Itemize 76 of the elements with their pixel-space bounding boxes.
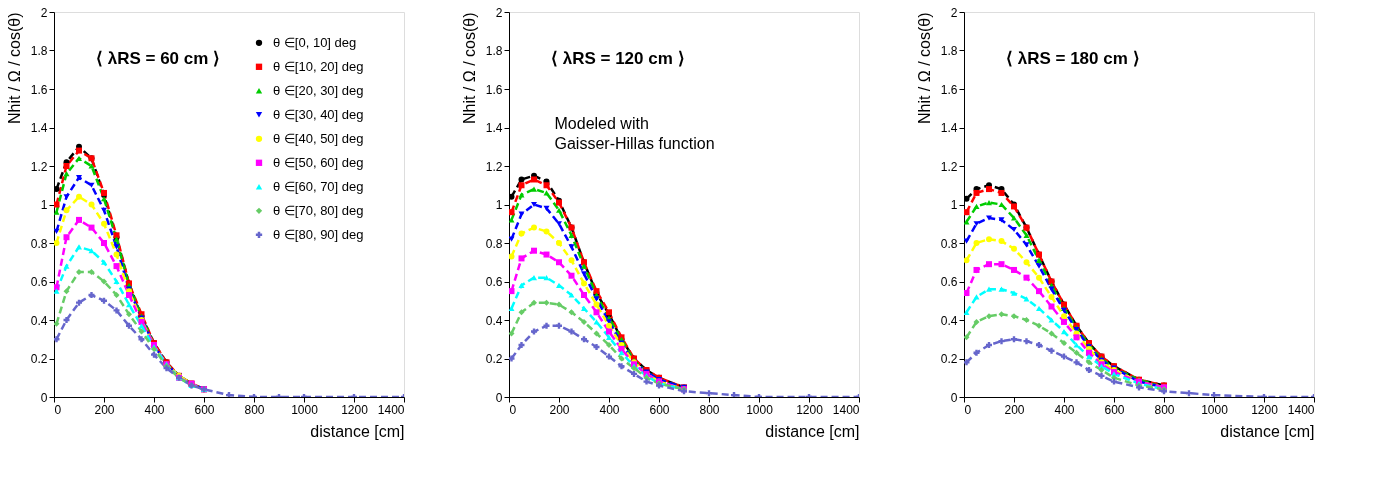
x-tick-label: 600 — [194, 402, 215, 417]
y-tick-label: 2 — [495, 5, 503, 20]
x-tick-label: 1000 — [291, 402, 319, 417]
y-tick-label: 1.4 — [30, 121, 48, 135]
y-tick-label: 0 — [495, 390, 503, 405]
x-axis-title: distance [cm] — [1220, 422, 1315, 440]
x-tick-label: 400 — [144, 402, 165, 417]
x-tick-label: 800 — [244, 402, 265, 417]
y-tick-label: 1.8 — [30, 44, 48, 58]
annotation: Modeled with Gaisser-Hillas function — [554, 114, 715, 152]
x-tick-label: 200 — [1004, 402, 1025, 417]
y-tick-label: 0 — [40, 390, 48, 405]
y-tick-label: 0.8 — [485, 236, 503, 251]
y-tick-label: 2 — [950, 5, 958, 20]
y-tick-label: 1 — [495, 198, 503, 212]
x-tick-label: 0 — [964, 402, 972, 417]
x-tick-label: 800 — [1154, 402, 1175, 417]
legend-label: θ ∈[50, 60] deg — [273, 154, 364, 170]
x-tick-label: 1000 — [746, 402, 774, 417]
x-tick-label: 800 — [699, 402, 720, 417]
y-tick-label: 1.4 — [940, 121, 958, 135]
y-tick-label: 0.4 — [30, 313, 48, 328]
y-axis-title: Nhit / Ω / cos(θ) — [460, 12, 478, 125]
x-tick-label: 1400 — [1287, 402, 1315, 417]
legend-label: θ ∈[80, 90] deg — [273, 226, 364, 242]
y-tick-label: 0.4 — [940, 313, 958, 328]
y-tick-label: 1.4 — [485, 121, 503, 135]
y-axis-title: Nhit / Ω / cos(θ) — [5, 12, 23, 125]
legend-label: θ ∈[70, 80] deg — [273, 202, 364, 218]
legend-label: θ ∈[10, 20] deg — [273, 58, 364, 74]
y-tick-label: 0.2 — [485, 352, 503, 366]
y-tick-label: 0 — [950, 390, 958, 405]
y-tick-label: 1.2 — [940, 159, 958, 174]
x-tick-label: 600 — [1104, 402, 1125, 417]
legend-label: θ ∈[0, 10] deg — [273, 34, 357, 50]
y-tick-label: 1.8 — [485, 44, 503, 58]
y-tick-label: 2 — [40, 5, 48, 20]
y-tick-label: 1.6 — [30, 82, 48, 97]
legend-label: θ ∈[30, 40] deg — [273, 106, 364, 122]
annotation: ⟨ λRS = 120 cm ⟩ — [551, 48, 685, 68]
x-tick-label: 400 — [1054, 402, 1075, 417]
y-tick-label: 0.2 — [940, 352, 958, 366]
x-axis-title: distance [cm] — [310, 422, 405, 440]
y-tick-label: 1.6 — [940, 82, 958, 97]
x-tick-label: 0 — [54, 402, 62, 417]
y-tick-label: 0.8 — [940, 236, 958, 251]
y-tick-label: 0.2 — [30, 352, 48, 366]
x-tick-label: 0 — [509, 402, 517, 417]
y-tick-label: 1 — [40, 198, 48, 212]
annotation: ⟨ λRS = 60 cm ⟩ — [96, 48, 221, 68]
x-tick-label: 1400 — [832, 402, 860, 417]
y-tick-label: 1 — [950, 198, 958, 212]
y-tick-label: 0.6 — [30, 275, 48, 289]
x-axis-title: distance [cm] — [765, 422, 860, 440]
x-tick-label: 1000 — [1201, 402, 1229, 417]
x-tick-label: 1200 — [796, 402, 824, 417]
x-tick-label: 600 — [649, 402, 670, 417]
y-tick-label: 1.6 — [485, 82, 503, 97]
y-axis-title: Nhit / Ω / cos(θ) — [915, 12, 933, 125]
x-tick-label: 1400 — [377, 402, 405, 417]
y-tick-label: 0.6 — [485, 275, 503, 289]
x-tick-label: 400 — [599, 402, 620, 417]
annotation: ⟨ λRS = 180 cm ⟩ — [1006, 48, 1140, 68]
x-tick-label: 1200 — [1251, 402, 1279, 417]
legend-label: θ ∈[40, 50] deg — [273, 130, 364, 146]
x-tick-label: 200 — [94, 402, 115, 417]
legend-label: θ ∈[60, 70] deg — [273, 178, 364, 194]
y-tick-label: 0.6 — [940, 275, 958, 289]
y-tick-label: 0.4 — [485, 313, 503, 328]
y-tick-label: 1.8 — [940, 44, 958, 58]
y-tick-label: 0.8 — [30, 236, 48, 251]
x-tick-label: 1200 — [341, 402, 369, 417]
y-tick-label: 1.2 — [30, 159, 48, 174]
y-tick-label: 1.2 — [485, 159, 503, 174]
x-tick-label: 200 — [549, 402, 570, 417]
legend-label: θ ∈[20, 30] deg — [273, 82, 364, 98]
